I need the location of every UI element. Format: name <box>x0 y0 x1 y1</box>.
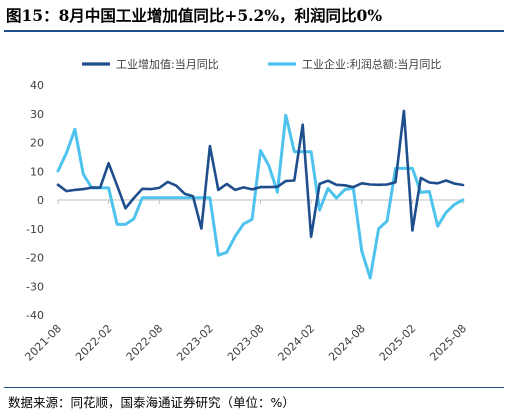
legend-item-industrial-value-added: 工业增加值:当月同比 <box>116 57 219 71</box>
x-tick-label: 2025-08 <box>427 322 469 364</box>
y-tick-label: -30 <box>26 280 44 293</box>
x-tick-label: 2023-02 <box>174 322 216 364</box>
x-axis: 2021-08 2022-02 2022-08 2023-02 2023-08 2024-… <box>22 199 469 364</box>
y-tick-label: 0 <box>37 194 44 207</box>
x-tick-label: 2022-02 <box>73 322 115 364</box>
y-tick-label: -10 <box>26 223 44 236</box>
x-tick-label: 2025-02 <box>377 322 419 364</box>
x-tick-label: 2021-08 <box>22 322 64 364</box>
y-axis: 40 30 20 10 0 -10 -20 -30 -40 <box>26 79 44 322</box>
y-tick-label: 30 <box>30 108 44 121</box>
y-tick-label: 40 <box>30 79 44 92</box>
data-source-note: 数据来源：同花顺，国泰海通证券研究（单位：%） <box>8 395 295 410</box>
source-divider <box>4 387 504 388</box>
x-tick-label: 2024-02 <box>276 322 318 364</box>
y-tick-label: 20 <box>30 137 44 150</box>
x-tick-label: 2024-08 <box>326 322 368 364</box>
x-tick-label: 2023-08 <box>225 322 267 364</box>
title-divider <box>4 30 504 32</box>
y-tick-label: 10 <box>30 165 44 178</box>
y-tick-label: -40 <box>26 309 44 322</box>
line-chart: 工业增加值:当月同比 工业企业:利润总额:当月同比 40 30 20 10 0 -10 -20… <box>22 57 469 364</box>
legend: 工业增加值:当月同比 工业企业:利润总额:当月同比 <box>82 57 441 71</box>
legend-item-industrial-profit: 工业企业:利润总额:当月同比 <box>302 57 441 71</box>
series-line-industrial-profit <box>56 113 465 280</box>
series-layer <box>56 109 465 280</box>
series-line-industrial-value-added <box>56 109 465 239</box>
x-tick-label: 2022-08 <box>124 322 166 364</box>
y-tick-label: -20 <box>26 252 44 265</box>
figure-title: 图15：8月中国工业增加值同比+5.2%，利润同比0% <box>6 6 383 25</box>
